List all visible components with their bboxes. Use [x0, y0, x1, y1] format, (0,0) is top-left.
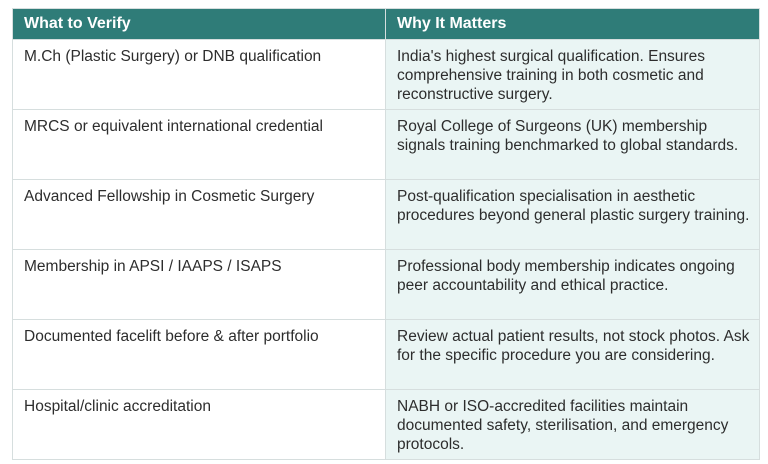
reason-cell: Review actual patient results, not stock… — [385, 319, 760, 390]
verify-cell: M.Ch (Plastic Surgery) or DNB qualificat… — [12, 39, 386, 110]
reason-cell: Royal College of Surgeons (UK) membershi… — [385, 109, 760, 180]
reason-cell: Post-qualification specialisation in aes… — [385, 179, 760, 250]
verification-table: What to Verify Why It Matters M.Ch (Plas… — [12, 8, 760, 460]
verify-cell: Hospital/clinic accreditation — [12, 389, 386, 460]
reason-cell: Professional body membership indicates o… — [385, 249, 760, 320]
table-row: MRCS or equivalent international credent… — [12, 109, 760, 180]
reason-cell: India's highest surgical qualification. … — [385, 39, 760, 110]
table-row: Membership in APSI / IAAPS / ISAPS Profes… — [12, 249, 760, 320]
header-cell: What to Verify — [12, 8, 386, 40]
verify-cell: Documented facelift before & after portf… — [12, 319, 386, 390]
reason-cell: NABH or ISO-accredited facilities mainta… — [385, 389, 760, 460]
verify-cell: MRCS or equivalent international credent… — [12, 109, 386, 180]
table-row: Documented facelift before & after portf… — [12, 319, 760, 390]
table-row: M.Ch (Plastic Surgery) or DNB qualificat… — [12, 39, 760, 110]
verify-cell: Membership in APSI / IAAPS / ISAPS — [12, 249, 386, 320]
table-row: Hospital/clinic accreditation NABH or ISO… — [12, 389, 760, 460]
verify-cell: Advanced Fellowship in Cosmetic Surgery — [12, 179, 386, 250]
table-row: Advanced Fellowship in Cosmetic Surgery P… — [12, 179, 760, 250]
header-cell: Why It Matters — [385, 8, 760, 40]
header-row: What to Verify Why It Matters — [12, 8, 760, 40]
